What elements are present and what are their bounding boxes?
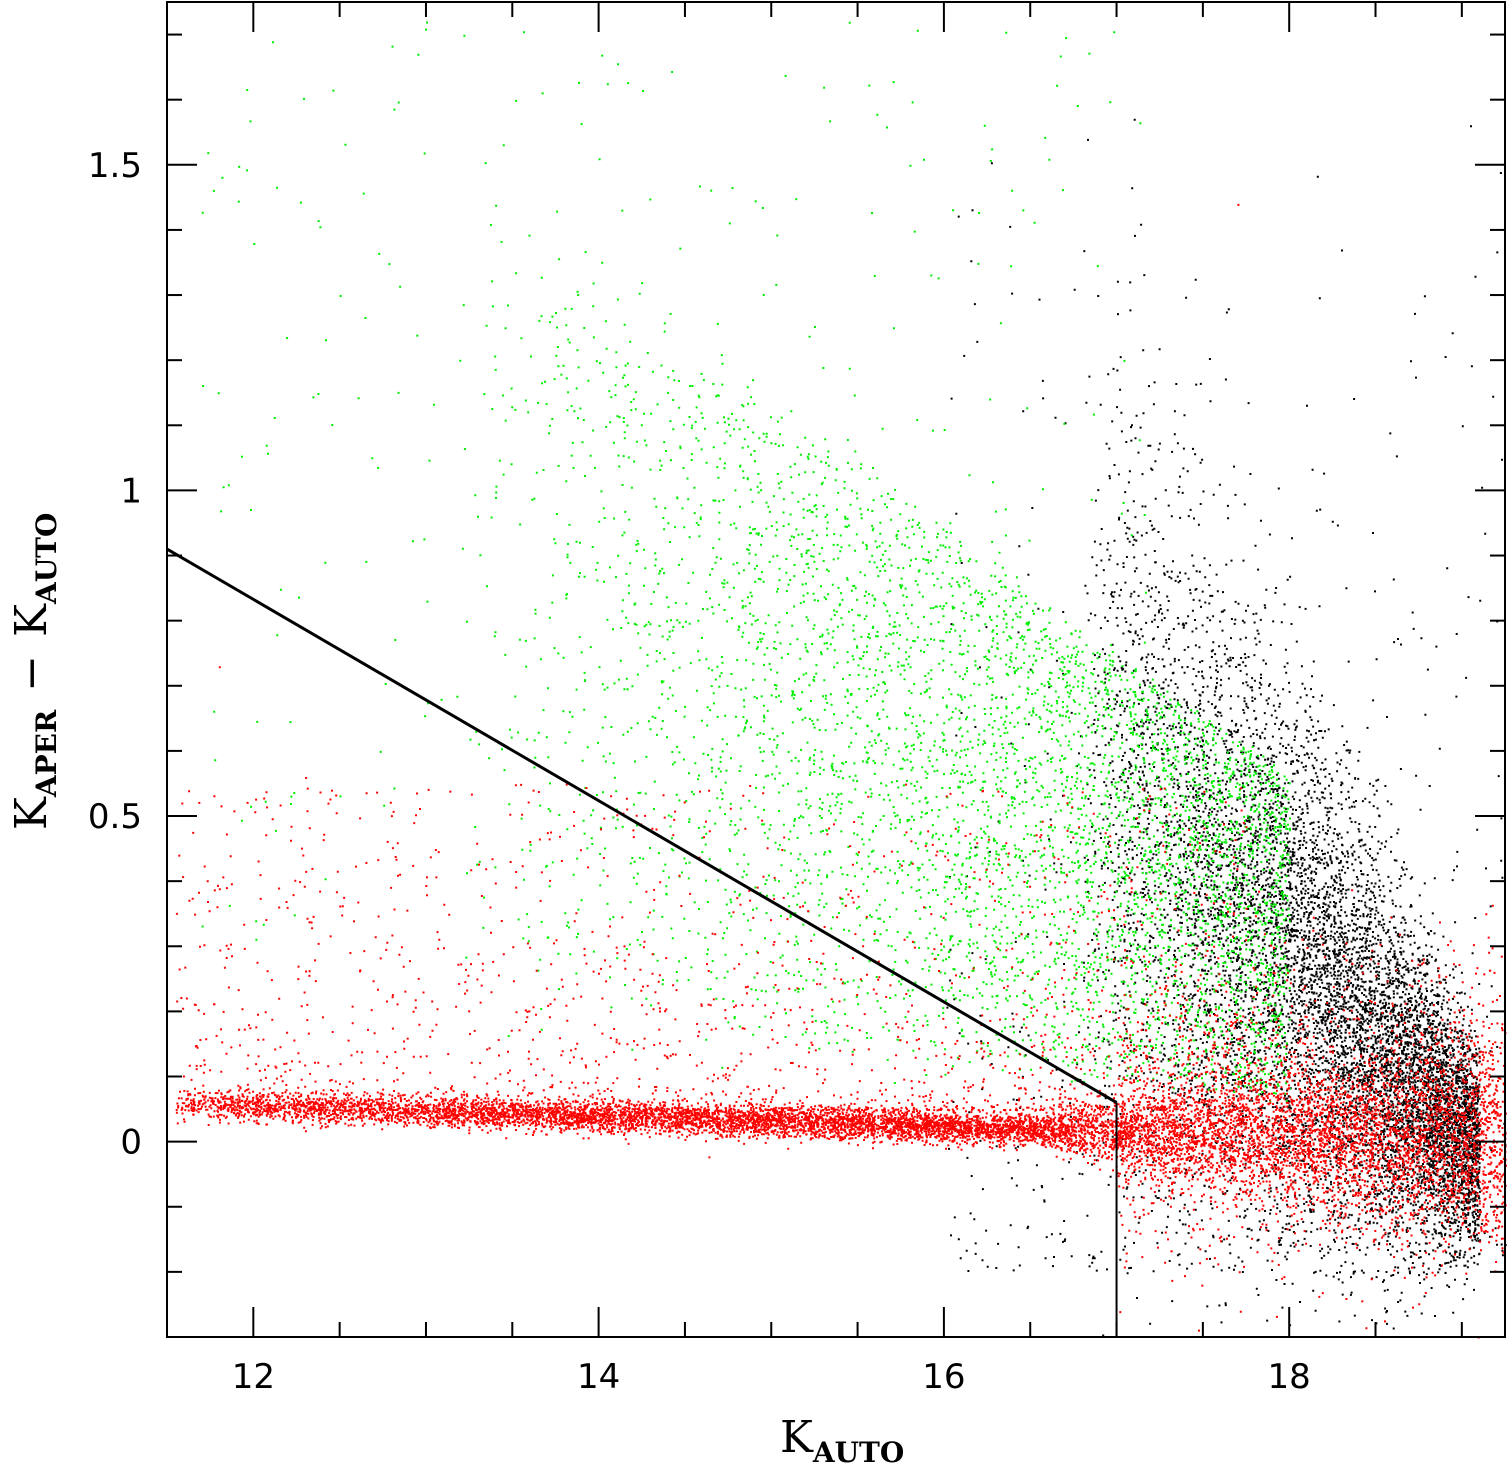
y-tick-label: 1 bbox=[120, 471, 142, 511]
cut-line-1 bbox=[166, 547, 1118, 1104]
selection-lines bbox=[166, 547, 1118, 1337]
x-tick-label: 14 bbox=[577, 1357, 620, 1397]
y-tick-label: 0 bbox=[120, 1123, 142, 1163]
plot-frame bbox=[166, 1, 1506, 1338]
series-black-points bbox=[946, 118, 1507, 1337]
black-point-cloud bbox=[946, 118, 1507, 1337]
x-axis-ticks: 12 14 16 18 bbox=[166, 2, 1463, 1397]
y-tick-label: 1.5 bbox=[88, 146, 142, 186]
x-tick-label: 16 bbox=[922, 1357, 965, 1397]
green-point-cloud bbox=[201, 21, 1292, 1103]
y-axis-ticks: 0 0.5 1 1.5 bbox=[88, 33, 1505, 1273]
y-axis-title: KAPER−KAUTO bbox=[6, 513, 63, 830]
x-axis-title: KAUTO bbox=[780, 1412, 904, 1468]
y-tick-label: 0.5 bbox=[88, 797, 142, 837]
x-tick-label: 12 bbox=[232, 1357, 275, 1397]
plot-border bbox=[166, 1, 1506, 1338]
series-green-points bbox=[201, 21, 1292, 1103]
x-tick-label: 18 bbox=[1268, 1357, 1311, 1397]
